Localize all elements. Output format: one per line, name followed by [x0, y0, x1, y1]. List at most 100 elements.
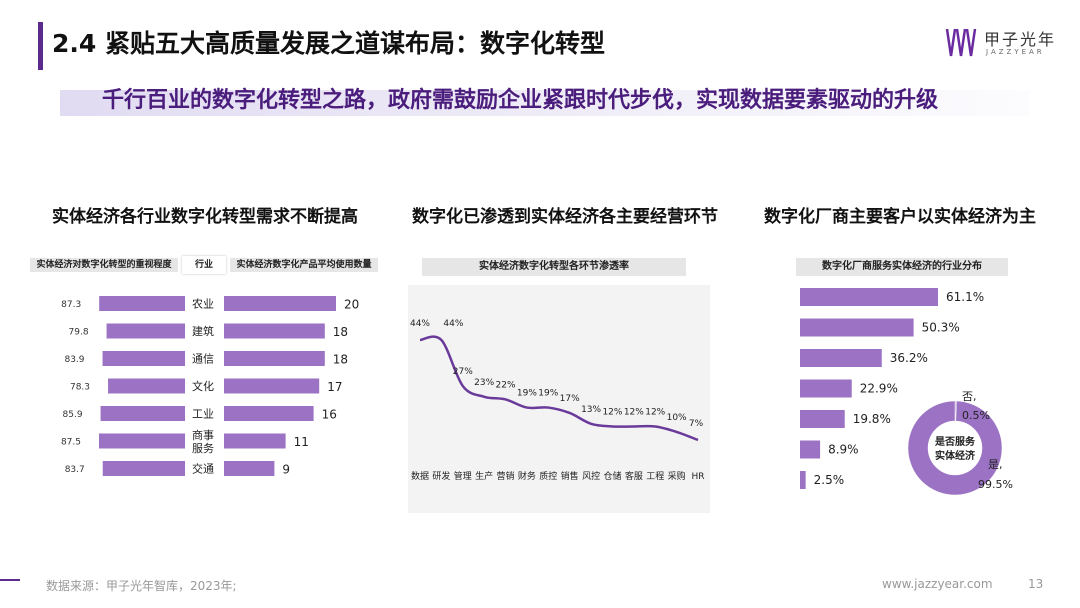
x-tick-label: 采购: [668, 470, 686, 482]
donut-slice: [907, 400, 1003, 496]
left-header-industry: 行业: [182, 256, 226, 274]
left-header-usage: 实体经济数字化产品平均使用数量: [230, 258, 378, 272]
x-tick-label: 工程: [646, 471, 664, 482]
donut-category-label: 否,: [962, 390, 977, 403]
usage-value-label: 18: [333, 325, 348, 339]
usage-value-label: 20: [344, 298, 359, 312]
usage-bar: [224, 433, 286, 449]
industry-label: 通信: [192, 353, 214, 366]
line-chart-panel: [408, 285, 710, 513]
usage-value-label: 17: [327, 380, 342, 394]
page-number: 13: [1028, 577, 1044, 591]
penetration-value-label: 13%: [581, 405, 601, 415]
vendor-industry-bar: [800, 349, 882, 367]
importance-bar: [99, 296, 185, 311]
importance-bar: [102, 351, 185, 366]
vendor-value-label: 2.5%: [814, 473, 845, 487]
footer-source: 数据来源：甲子光年智库，2023年;: [46, 579, 237, 593]
penetration-value-label: 44%: [410, 319, 430, 329]
industry-label: 商事: [192, 428, 214, 442]
x-tick-label: 风控: [582, 470, 600, 482]
usage-bar: [224, 378, 320, 394]
usage-bar: [224, 461, 275, 476]
usage-bar: [224, 351, 325, 366]
penetration-line: [419, 335, 699, 442]
logo-text: 甲子光年: [984, 30, 1057, 49]
penetration-value-label: 19%: [517, 389, 537, 399]
usage-value-label: 16: [322, 408, 337, 422]
importance-value-label: 83.7: [65, 465, 85, 475]
mid-chart-title: 实体经济数字化转型各环节渗透率: [422, 258, 686, 276]
penetration-value-label: 22%: [496, 380, 516, 390]
right-chart-title: 数字化厂商服务实体经济的行业分布: [796, 258, 1008, 276]
donut-value-label: 99.5%: [978, 478, 1013, 491]
right-section-title: 数字化厂商主要客户以实体经济为主: [764, 207, 1036, 227]
vendor-industry-bar: [800, 318, 914, 337]
vendor-industry-bar: [800, 410, 845, 428]
importance-value-label: 78.3: [70, 383, 90, 393]
importance-value-label: 83.9: [64, 355, 84, 365]
title-accent-bar: [38, 22, 43, 70]
x-tick-label: 质控: [539, 470, 557, 482]
vendor-value-label: 19.8%: [853, 412, 891, 426]
vendor-value-label: 61.1%: [946, 290, 984, 304]
usage-value-label: 9: [282, 463, 290, 477]
donut-center-label: 是否服务: [934, 435, 976, 448]
industry-label: 工业: [192, 408, 214, 421]
x-tick-label: 管理: [454, 470, 472, 482]
penetration-value-label: 27%: [453, 367, 473, 377]
x-tick-label: 营销: [497, 470, 515, 482]
industry-label: 交通: [192, 462, 214, 476]
penetration-value-label: 10%: [667, 413, 687, 423]
penetration-value-label: 12%: [602, 407, 622, 417]
x-tick-label: 生产: [475, 470, 493, 482]
left-header-importance: 实体经济对数字化转型的重视程度: [30, 258, 178, 272]
left-section-title: 实体经济各行业数字化转型需求不断提高: [52, 207, 358, 227]
donut-category-label: 是,: [988, 458, 1003, 471]
industry-label: 农业: [192, 297, 214, 311]
usage-value-label: 18: [333, 353, 348, 367]
x-tick-label: 财务: [518, 470, 536, 482]
importance-bar: [102, 461, 185, 476]
footer-url[interactable]: www.jazzyear.com: [882, 577, 993, 591]
vendor-value-label: 36.2%: [890, 351, 928, 365]
importance-value-label: 85.9: [63, 410, 83, 420]
penetration-value-label: 7%: [689, 419, 704, 429]
x-tick-label: 研发: [432, 470, 450, 482]
vendor-value-label: 8.9%: [828, 443, 859, 457]
importance-value-label: 79.8: [69, 328, 89, 338]
vendor-industry-bar: [800, 379, 852, 398]
usage-bar: [224, 406, 314, 421]
logo-subtext: JAZZYEAR: [986, 48, 1045, 56]
usage-bar: [224, 296, 336, 311]
vendor-industry-bar: [800, 471, 806, 489]
mid-section-title: 数字化已渗透到实体经济各主要经营环节: [412, 207, 718, 227]
industry-label: 文化: [192, 379, 214, 393]
penetration-value-label: 19%: [538, 389, 558, 399]
penetration-value-label: 17%: [560, 394, 580, 404]
x-tick-label: 销售: [561, 470, 579, 482]
industry-label: 建筑: [192, 324, 214, 338]
industry-label: 服务: [192, 442, 214, 455]
x-tick-label: 数据: [411, 470, 429, 482]
vendor-value-label: 50.3%: [922, 321, 960, 335]
penetration-value-label: 44%: [443, 319, 463, 329]
x-tick-label: 仓储: [603, 470, 621, 482]
importance-bar: [106, 323, 185, 339]
x-tick-label: 客服: [625, 470, 643, 482]
x-tick-label: HR: [691, 472, 704, 482]
page-title: 2.4 紧贴五大高质量发展之道谋布局：数字化转型: [52, 29, 605, 58]
importance-bar: [99, 433, 185, 449]
penetration-value-label: 23%: [474, 378, 494, 388]
importance-value-label: 87.3: [61, 300, 81, 310]
donut-center-label: 实体经济: [935, 449, 976, 462]
vendor-industry-bar: [800, 440, 821, 459]
importance-bar: [100, 406, 185, 421]
vendor-industry-bar: [800, 288, 938, 306]
usage-value-label: 11: [294, 435, 309, 449]
importance-value-label: 87.5: [61, 438, 81, 448]
penetration-value-label: 12%: [645, 407, 665, 417]
subtitle-highlight: [60, 90, 1030, 116]
